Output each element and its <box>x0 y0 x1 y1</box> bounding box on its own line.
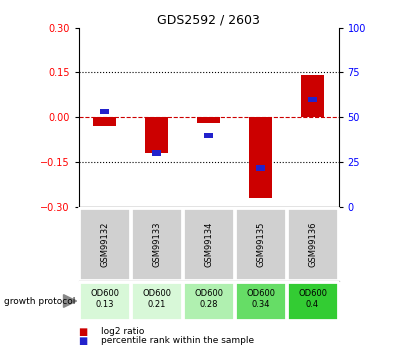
FancyBboxPatch shape <box>131 208 182 280</box>
Text: ■: ■ <box>79 336 88 345</box>
Bar <box>249 117 272 198</box>
Text: GSM99136: GSM99136 <box>308 221 317 267</box>
FancyBboxPatch shape <box>131 282 182 320</box>
Bar <box>145 117 168 153</box>
FancyBboxPatch shape <box>235 208 286 280</box>
FancyBboxPatch shape <box>183 208 234 280</box>
Text: log2 ratio: log2 ratio <box>101 327 144 336</box>
Text: OD600
0.28: OD600 0.28 <box>194 289 223 309</box>
Text: OD600
0.21: OD600 0.21 <box>142 289 171 309</box>
Bar <box>152 150 161 156</box>
Bar <box>204 132 213 138</box>
Text: growth protocol: growth protocol <box>4 296 75 306</box>
Bar <box>197 117 220 123</box>
FancyBboxPatch shape <box>287 208 338 280</box>
Bar <box>100 109 109 114</box>
Text: OD600
0.4: OD600 0.4 <box>298 289 327 309</box>
Text: percentile rank within the sample: percentile rank within the sample <box>101 336 254 345</box>
Text: GSM99133: GSM99133 <box>152 221 161 267</box>
Bar <box>308 97 317 102</box>
Text: GSM99135: GSM99135 <box>256 221 265 267</box>
FancyBboxPatch shape <box>183 282 234 320</box>
Text: OD600
0.13: OD600 0.13 <box>90 289 119 309</box>
FancyBboxPatch shape <box>79 282 130 320</box>
Text: ■: ■ <box>79 327 88 337</box>
Bar <box>256 166 265 171</box>
Text: GSM99134: GSM99134 <box>204 221 213 267</box>
Title: GDS2592 / 2603: GDS2592 / 2603 <box>157 13 260 27</box>
FancyBboxPatch shape <box>79 208 130 280</box>
Text: OD600
0.34: OD600 0.34 <box>246 289 275 309</box>
Bar <box>301 76 324 117</box>
Text: GSM99132: GSM99132 <box>100 221 109 267</box>
Bar <box>93 117 116 126</box>
FancyBboxPatch shape <box>235 282 286 320</box>
Polygon shape <box>64 295 77 307</box>
FancyBboxPatch shape <box>287 282 338 320</box>
